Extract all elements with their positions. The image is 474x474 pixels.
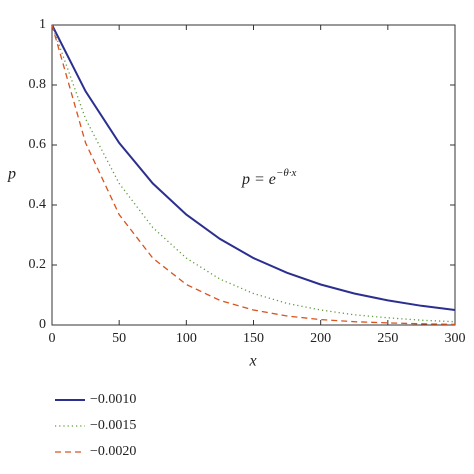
annotation-base: p = e xyxy=(241,171,276,188)
annotation: p = e−θ·x xyxy=(241,167,296,188)
y-tick-label: 0 xyxy=(39,317,46,332)
x-tick-label: 0 xyxy=(49,331,56,346)
series-line xyxy=(51,24,456,326)
x-axis-label: x xyxy=(248,353,256,370)
y-axis-label: p xyxy=(7,166,16,183)
legend-label: −0.0020 xyxy=(90,444,136,459)
legend-label: −0.0010 xyxy=(90,392,136,407)
y-tick-label: 0.2 xyxy=(29,257,47,272)
x-tick-label: 50 xyxy=(112,331,126,346)
series-line xyxy=(51,24,456,311)
legend-label: −0.0015 xyxy=(90,418,136,433)
x-tick-label: 300 xyxy=(445,331,466,346)
y-tick-label: 1 xyxy=(39,17,46,32)
x-tick-label: 200 xyxy=(310,331,331,346)
y-tick-label: 0.4 xyxy=(29,197,47,212)
x-tick-label: 150 xyxy=(243,331,264,346)
series-line xyxy=(51,24,456,323)
y-tick-label: 0.6 xyxy=(29,137,47,152)
x-tick-label: 250 xyxy=(377,331,398,346)
y-tick-label: 0.8 xyxy=(29,77,47,92)
annotation-exponent: −θ·x xyxy=(276,167,297,179)
x-tick-label: 100 xyxy=(176,331,197,346)
